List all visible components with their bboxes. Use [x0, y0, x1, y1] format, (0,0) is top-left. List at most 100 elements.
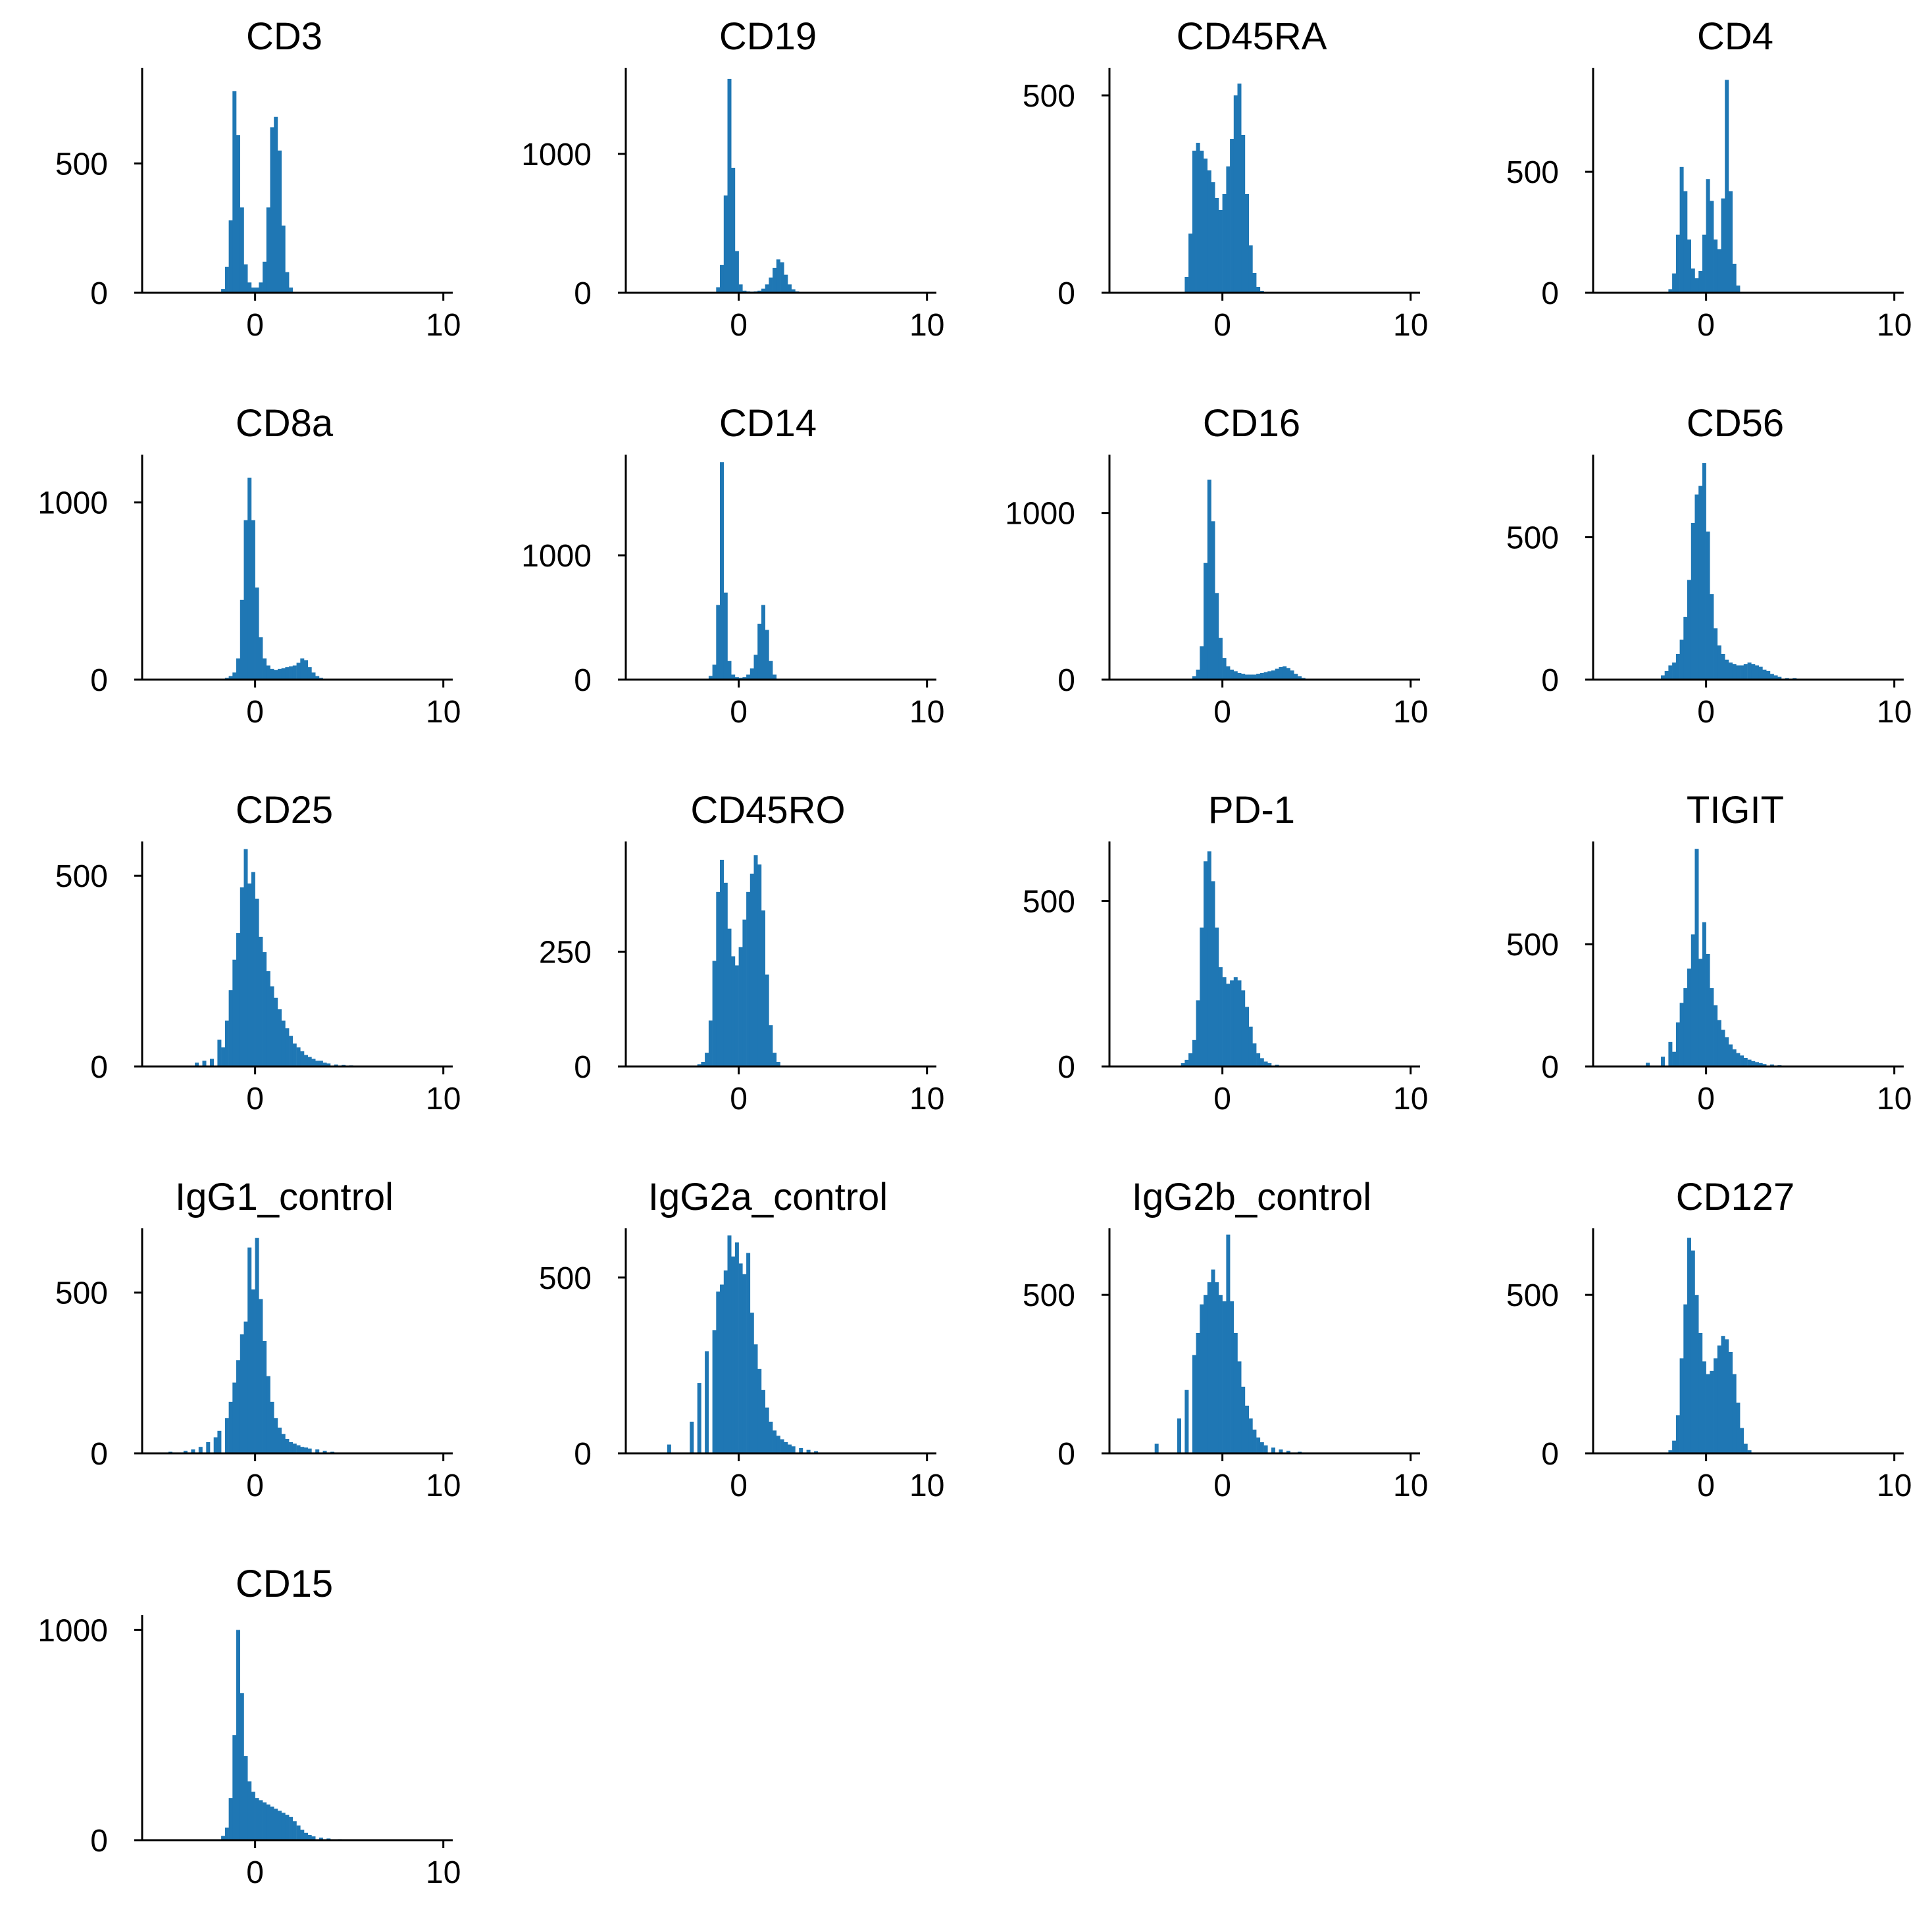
histogram-bar: [1211, 1269, 1215, 1453]
histogram-bar: [278, 668, 282, 680]
panel-title: IgG2a_control: [648, 1176, 888, 1218]
histogram-bar: [1698, 1333, 1703, 1453]
histogram-bar: [1698, 270, 1703, 293]
y-tick-label: 0: [90, 1050, 108, 1085]
histogram-bar: [281, 1434, 286, 1453]
y-tick-label: 500: [1506, 521, 1559, 556]
histogram-bar: [240, 887, 244, 1066]
histogram-bar: [750, 1313, 754, 1454]
histogram-bar: [1267, 1063, 1272, 1066]
histogram-bar: [1675, 1415, 1680, 1453]
histogram-bar: [266, 665, 270, 680]
histogram-bar: [1211, 182, 1215, 293]
histogram-bar: [1196, 143, 1200, 293]
histogram-bar: [1690, 1250, 1695, 1453]
histogram-bar: [753, 855, 758, 1066]
histogram-bar: [1755, 665, 1759, 680]
histogram-bar: [1694, 278, 1699, 293]
histogram-bar: [1740, 665, 1744, 680]
histogram-bar: [274, 670, 278, 680]
histogram-bar: [757, 864, 762, 1066]
histogram-bar: [270, 986, 274, 1066]
histogram-bar: [247, 1781, 252, 1840]
histogram-bar: [1248, 1026, 1253, 1066]
x-tick-label: 0: [1213, 695, 1231, 730]
histogram-bar: [667, 1444, 671, 1453]
y-tick-label: 0: [574, 663, 592, 698]
histogram-bar: [1218, 210, 1223, 293]
x-tick-label: 10: [1877, 695, 1912, 730]
x-tick-label: 0: [246, 695, 264, 730]
histogram-bar: [240, 1334, 244, 1453]
histogram-bar: [742, 1274, 747, 1453]
histogram-bar: [266, 1804, 270, 1840]
histogram-bar: [236, 135, 240, 293]
histogram-bar: [1725, 1037, 1729, 1066]
x-tick-label: 10: [426, 1082, 461, 1116]
histogram-bar: [1687, 580, 1691, 680]
histogram-bar: [1646, 1063, 1650, 1066]
histogram-bar: [281, 1813, 286, 1840]
histogram-bar: [1298, 676, 1302, 680]
histogram-bar: [727, 78, 732, 293]
histogram-bar: [1259, 1058, 1264, 1066]
histogram-bar: [1184, 1059, 1189, 1066]
histogram-bar: [266, 1376, 270, 1453]
histogram-bar: [1241, 135, 1246, 293]
histogram-bar: [318, 1838, 323, 1840]
histogram-bar: [1694, 1295, 1699, 1453]
panel-title: CD14: [719, 402, 817, 445]
histogram-bar: [712, 961, 717, 1066]
histogram-bar: [720, 462, 724, 680]
histogram-bar: [1200, 1304, 1204, 1453]
x-tick-label: 0: [1213, 308, 1231, 343]
histogram-bar: [1215, 927, 1219, 1066]
histogram-bar: [1725, 1339, 1729, 1453]
y-tick-label: 0: [574, 276, 592, 311]
histogram-bar: [1706, 954, 1710, 1066]
histogram-bar: [251, 288, 255, 293]
histogram-bar: [784, 1441, 788, 1453]
histogram-bar: [221, 1836, 226, 1840]
histogram-bar: [255, 898, 259, 1066]
histogram-bar: [240, 1693, 244, 1840]
histogram-bar: [723, 1270, 728, 1453]
histogram-bar: [753, 1344, 758, 1453]
y-tick-label: 250: [539, 936, 592, 970]
histogram-bar: [1668, 1450, 1673, 1453]
histogram-bar: [259, 637, 263, 680]
histogram-bar: [1740, 1428, 1744, 1453]
histogram-bar: [247, 883, 252, 1066]
histogram-bar: [251, 520, 255, 680]
histogram-bar: [232, 1735, 237, 1840]
histogram-bar: [318, 1061, 323, 1066]
histogram-bar: [228, 676, 233, 680]
x-tick-label: 0: [246, 1855, 264, 1890]
panel-title: CD8a: [236, 402, 334, 445]
histogram-bar: [1747, 1059, 1752, 1066]
histogram-bar: [1747, 663, 1752, 680]
histogram-bar: [281, 668, 286, 680]
histogram-bar: [236, 933, 240, 1066]
histogram-bar: [285, 667, 290, 680]
histogram-bar: [296, 1047, 301, 1066]
histogram-bar: [705, 1053, 709, 1066]
histogram-bar: [1717, 1345, 1721, 1453]
histogram-bar: [1743, 664, 1748, 680]
histogram-bar: [228, 1798, 233, 1840]
histogram-bar: [1690, 268, 1695, 293]
histogram-bar: [1694, 849, 1699, 1066]
histogram-bar: [1241, 990, 1246, 1066]
histogram-bar: [723, 592, 728, 680]
histogram-bar: [1241, 1386, 1246, 1453]
x-tick-label: 0: [246, 1468, 264, 1503]
histogram-bar: [1177, 1418, 1181, 1453]
histogram-bar: [1687, 1238, 1691, 1453]
x-tick-label: 0: [1213, 1468, 1231, 1503]
x-tick-label: 10: [1877, 1082, 1912, 1116]
histogram-bar: [243, 1756, 248, 1840]
histogram-bar: [1248, 245, 1253, 293]
histogram-bar: [1188, 1053, 1193, 1066]
histogram-bar: [776, 1436, 780, 1453]
